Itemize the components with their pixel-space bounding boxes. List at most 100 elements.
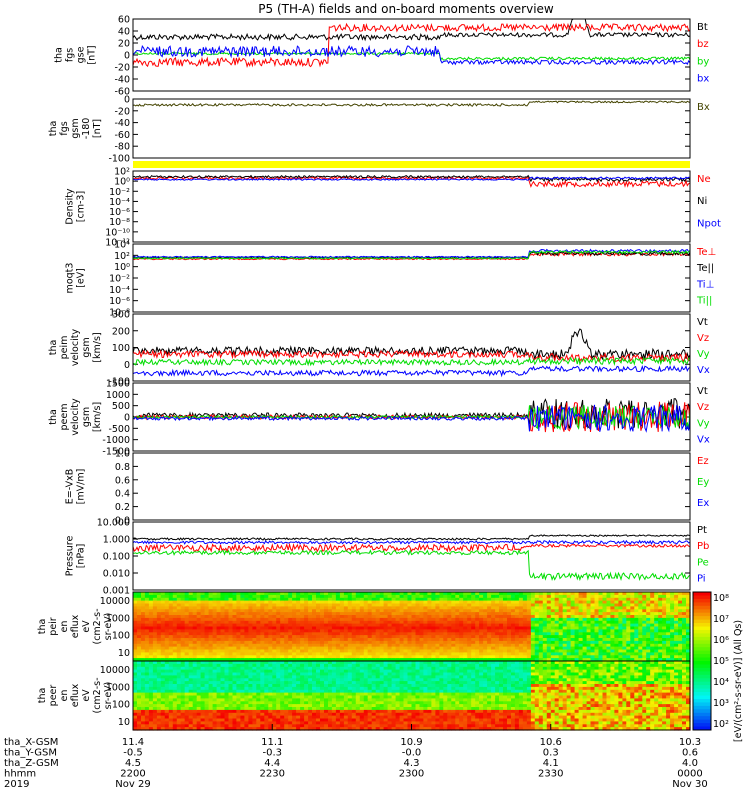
heatmap-cell <box>300 615 305 619</box>
heatmap-cell <box>284 663 289 668</box>
heatmap-cell <box>256 649 261 653</box>
heatmap-cell <box>316 695 321 699</box>
heatmap-cell <box>252 606 257 610</box>
heatmap-cell <box>280 698 285 702</box>
heatmap-cell <box>459 632 464 636</box>
heatmap-cell <box>455 597 460 602</box>
heatmap-cell <box>423 620 428 625</box>
heatmap-cell <box>192 638 198 642</box>
heatmap-cell <box>686 623 691 628</box>
heatmap-cell <box>423 652 428 656</box>
legend-entry: Ti|| <box>696 296 712 307</box>
heatmap-cell <box>343 666 349 671</box>
heatmap-cell <box>427 623 432 628</box>
y-tick-label: 1.0 <box>115 449 130 460</box>
heatmap-cell <box>335 678 341 682</box>
heatmap-cell <box>514 594 520 599</box>
heatmap-cell <box>172 603 178 607</box>
heatmap-cell <box>503 629 508 633</box>
heatmap-cell <box>232 594 238 599</box>
heatmap-cell <box>395 652 401 656</box>
y-tick-label: 10⁻² <box>109 187 130 198</box>
heatmap-cell <box>371 600 377 605</box>
heatmap-cell <box>224 663 230 668</box>
heatmap-cell <box>148 724 154 728</box>
heatmap-cell <box>268 620 273 625</box>
heatmap-cell <box>646 597 651 602</box>
heatmap-cell <box>316 712 321 717</box>
heatmap-cell <box>574 640 580 645</box>
heatmap-cell <box>133 649 138 653</box>
heatmap-cell <box>383 600 389 605</box>
heatmap-cell <box>172 707 178 711</box>
heatmap-cell <box>276 715 281 720</box>
heatmap-cell <box>654 655 659 659</box>
heatmap-cell <box>308 655 313 659</box>
heatmap-cell <box>511 617 516 622</box>
heatmap-cell <box>220 632 226 636</box>
heatmap-cell <box>630 643 635 648</box>
heatmap-cell <box>439 615 444 619</box>
heatmap-cell <box>542 635 548 639</box>
heatmap-cell <box>137 715 142 720</box>
heatmap-cell <box>443 646 448 651</box>
heatmap-cell <box>296 612 301 616</box>
heatmap-cell <box>467 612 472 616</box>
heatmap-cell <box>582 617 588 622</box>
heatmap-cell <box>168 704 174 708</box>
heatmap-cell <box>208 623 214 628</box>
heatmap-cell <box>312 672 317 676</box>
heatmap-cell <box>586 640 592 645</box>
heatmap-cell <box>176 727 182 731</box>
heatmap-cell <box>176 658 182 662</box>
heatmap-cell <box>674 646 679 651</box>
heatmap-cell <box>216 638 222 642</box>
heatmap-cell <box>244 626 249 630</box>
heatmap-cell <box>204 606 210 610</box>
heatmap-cell <box>208 617 214 622</box>
heatmap-cell <box>399 620 405 625</box>
heatmap-cell <box>312 617 317 622</box>
heatmap-cell <box>260 612 265 616</box>
heatmap-cell <box>582 638 588 642</box>
heatmap-cell <box>598 638 604 642</box>
heatmap-cell <box>320 649 325 653</box>
y-tick-label: -1000 <box>102 435 130 446</box>
heatmap-cell <box>459 646 464 651</box>
heatmap-cell <box>495 652 500 656</box>
heatmap-cell <box>176 666 182 671</box>
heatmap-cell <box>534 592 540 596</box>
heatmap-cell <box>339 666 345 671</box>
heatmap-cell <box>574 638 580 642</box>
heatmap-cell <box>328 626 333 630</box>
heatmap-cell <box>244 709 249 714</box>
heatmap-cell <box>363 635 369 639</box>
heatmap-cell <box>507 603 512 607</box>
heatmap-cell <box>518 623 524 628</box>
heatmap-cell <box>451 649 456 653</box>
heatmap-cell <box>320 701 325 705</box>
heatmap-cell <box>276 655 281 659</box>
heatmap-cell <box>395 603 401 607</box>
heatmap-cell <box>172 689 178 694</box>
heatmap-cell <box>590 606 596 610</box>
heatmap-cell <box>312 689 317 694</box>
heatmap-cell <box>196 643 202 648</box>
heatmap-cell <box>208 597 214 602</box>
heatmap-cell <box>220 724 226 728</box>
heatmap-cell <box>264 695 269 699</box>
heatmap-cell <box>316 709 321 714</box>
heatmap-cell <box>662 612 667 616</box>
heatmap-cell <box>152 715 158 720</box>
y-tick-label: -40 <box>114 75 130 86</box>
heatmap-cell <box>264 704 269 708</box>
heatmap-cell <box>252 620 257 625</box>
heatmap-cell <box>133 629 138 633</box>
heatmap-cell <box>530 592 536 596</box>
heatmap-cell <box>399 658 405 662</box>
heatmap-cell <box>148 609 154 613</box>
heatmap-cell <box>284 609 289 613</box>
heatmap-cell <box>312 623 317 628</box>
heatmap-cell <box>312 620 317 625</box>
heatmap-cell <box>558 592 564 596</box>
